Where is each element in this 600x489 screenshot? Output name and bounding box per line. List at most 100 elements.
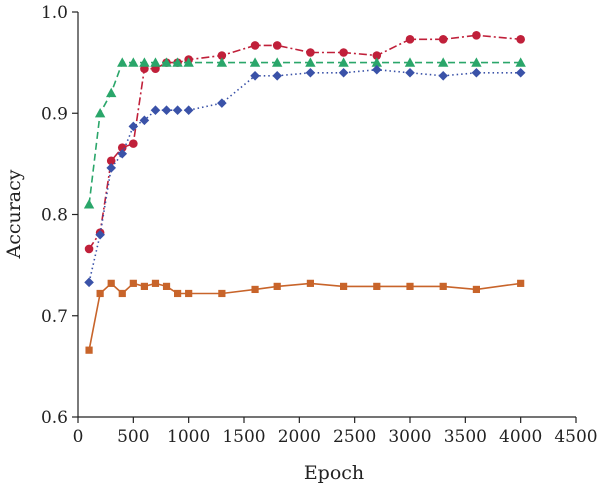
data-point [438,57,449,67]
data-point [117,57,128,67]
data-point [471,67,482,78]
data-point [129,279,137,287]
data-point [172,105,183,116]
data-point [140,282,148,290]
y-axis-title: Accuracy [3,169,25,259]
data-point [183,57,194,67]
data-point [128,57,139,67]
data-point [471,57,482,67]
x-axis-title: Epoch [304,462,364,484]
data-point [340,282,348,290]
data-point [84,277,94,288]
data-point [338,57,349,67]
data-point [85,346,93,354]
data-point [161,57,172,67]
data-point [373,282,381,290]
data-point [117,148,128,159]
x-tick-label: 3500 [444,427,487,447]
data-point [150,105,161,116]
data-point [139,115,150,126]
data-point [94,108,106,118]
data-point [405,67,415,78]
data-point [216,57,228,67]
data-point [250,41,260,50]
data-point [472,285,480,294]
series-2 [84,64,526,288]
x-tick-label: 1000 [167,427,210,447]
data-point [371,57,382,67]
data-point [339,48,348,57]
data-point [161,105,172,116]
y-tick-label: 1.0 [41,3,68,23]
data-point [217,51,227,60]
data-point [83,199,95,209]
series-3 [85,279,525,354]
data-point [438,70,448,81]
x-axis-ticks: 0 500 1000 1500 2000 2500 3000 3500 4000 4500 [73,417,598,447]
data-point [117,143,127,152]
data-point [515,67,526,78]
x-tick-label: 0 [73,427,84,447]
y-axis-ticks: 0.6 0.7 0.8 0.9 1.0 [41,3,78,428]
data-point [128,121,139,132]
data-point [150,57,161,67]
data-point [183,105,194,116]
data-point [185,289,193,298]
data-point [129,139,138,148]
data-point [517,279,525,287]
y-tick-label: 0.6 [41,408,68,428]
series-0 [84,30,525,254]
y-tick-label: 0.7 [41,307,68,327]
data-point [84,244,94,254]
data-point [162,282,171,290]
series-line [88,282,521,351]
series-layer [83,30,526,354]
data-point [405,35,415,44]
data-point [372,51,382,60]
x-tick-label: 4000 [499,427,542,447]
data-point [106,156,116,166]
data-point [272,70,282,81]
y-tick-label: 0.9 [41,104,68,124]
data-point [438,35,448,44]
data-point [472,30,481,40]
data-point [372,64,382,75]
y-tick-label: 0.8 [41,206,68,226]
data-point [338,67,349,78]
x-tick-label: 2500 [333,427,376,447]
x-tick-label: 500 [117,427,149,447]
data-point [218,289,226,298]
data-point [439,282,447,290]
data-point [306,48,315,57]
data-point [515,57,526,67]
data-point [305,67,316,78]
series-line [88,61,521,205]
data-point [139,57,150,67]
data-point [272,41,282,50]
x-tick-label: 2000 [278,427,321,447]
data-point [273,282,281,290]
data-point [305,57,316,67]
x-tick-label: 4500 [554,427,597,447]
data-point [96,289,104,298]
x-tick-label: 1500 [222,427,265,447]
series-1 [83,57,526,209]
data-point [95,229,105,240]
series-line [88,34,521,250]
data-point [250,70,260,81]
data-point [306,279,314,287]
data-point [151,279,160,287]
data-point [272,57,283,67]
data-point [217,98,227,108]
data-point [172,57,183,67]
data-point [118,289,126,298]
data-point [404,57,416,67]
x-tick-label: 3000 [388,427,431,447]
data-point [406,282,414,290]
data-point [516,35,525,44]
data-point [251,285,259,294]
data-point [106,87,117,98]
data-point [106,163,116,173]
data-point [174,289,182,298]
